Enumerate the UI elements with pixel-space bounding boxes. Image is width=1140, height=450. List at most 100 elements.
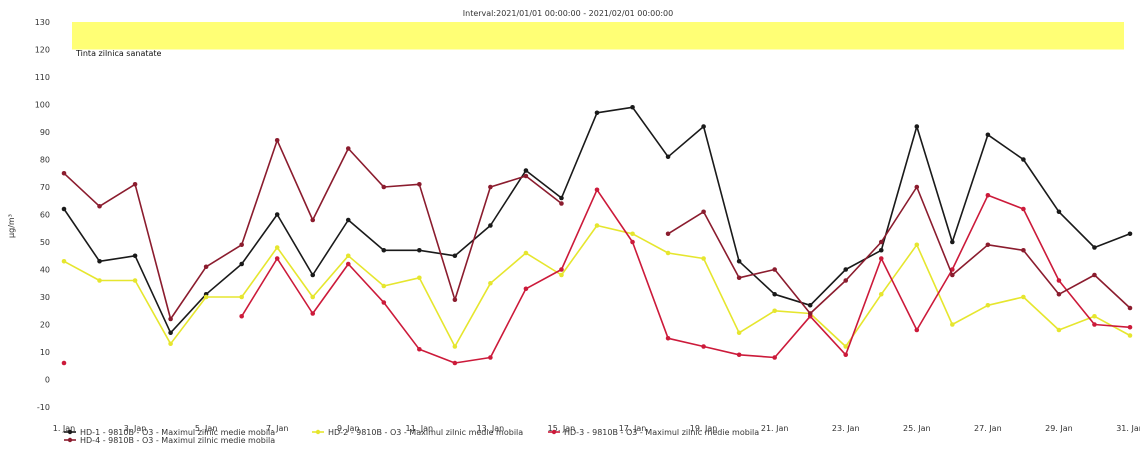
data-point bbox=[310, 311, 316, 316]
data-point bbox=[1056, 291, 1062, 297]
data-point bbox=[1092, 245, 1097, 250]
data-point bbox=[985, 302, 991, 308]
data-point bbox=[274, 137, 280, 143]
legend-entry: HD-1 - 9810B - O3 - Maximul zilnic medie… bbox=[80, 428, 275, 437]
y-tick-label: 110 bbox=[35, 73, 50, 82]
data-point bbox=[665, 154, 671, 160]
series-line bbox=[63, 139, 1131, 320]
data-point bbox=[701, 209, 706, 215]
x-tick-label: 7. Jan bbox=[266, 424, 289, 433]
series-group bbox=[61, 137, 1133, 322]
data-point bbox=[736, 258, 742, 264]
data-point bbox=[452, 297, 458, 303]
data-point bbox=[345, 146, 351, 151]
y-tick-label: 130 bbox=[35, 18, 50, 27]
data-point bbox=[239, 294, 244, 300]
data-point bbox=[168, 316, 173, 322]
chart-title: Interval:2021/01/01 00:00:00 - 2021/02/0… bbox=[463, 9, 673, 18]
data-point bbox=[1127, 324, 1133, 330]
x-tick-label: 19. Jan bbox=[690, 424, 718, 433]
data-point bbox=[523, 250, 529, 256]
data-point bbox=[1021, 294, 1026, 300]
data-point bbox=[878, 239, 884, 245]
data-point bbox=[274, 212, 280, 217]
x-tick-label: 29. Jan bbox=[1045, 424, 1073, 433]
data-point bbox=[914, 327, 920, 333]
data-point bbox=[345, 217, 351, 223]
target-band-label: Tinta zilnica sanatate bbox=[75, 49, 162, 58]
data-point bbox=[523, 168, 529, 173]
x-tick-label: 17. Jan bbox=[619, 424, 647, 433]
y-tick-label: -10 bbox=[37, 403, 50, 412]
data-point bbox=[843, 278, 849, 283]
x-tick-label: 15. Jan bbox=[548, 424, 576, 433]
legend-entry: HD-4 - 9810B - O3 - Maximul zilnic medie… bbox=[80, 436, 275, 445]
target-band bbox=[72, 22, 1124, 50]
data-point bbox=[488, 355, 493, 360]
data-point bbox=[488, 280, 493, 286]
data-point bbox=[772, 355, 777, 360]
data-point bbox=[559, 267, 564, 272]
data-point bbox=[1056, 278, 1062, 283]
y-tick-label: 50 bbox=[40, 238, 50, 247]
y-tick-label: 30 bbox=[40, 293, 50, 302]
data-point bbox=[61, 360, 67, 366]
data-point bbox=[843, 344, 849, 349]
data-point bbox=[736, 275, 742, 281]
data-point bbox=[1127, 333, 1133, 338]
data-point bbox=[950, 239, 955, 245]
data-point bbox=[878, 256, 884, 261]
data-point bbox=[559, 201, 564, 206]
data-point bbox=[310, 217, 316, 223]
data-point bbox=[274, 256, 280, 261]
x-tick-label: 21. Jan bbox=[761, 424, 789, 433]
data-point bbox=[274, 245, 280, 250]
data-point bbox=[630, 231, 635, 237]
data-point bbox=[203, 294, 209, 300]
y-tick-label: 40 bbox=[40, 266, 50, 275]
data-point bbox=[1092, 272, 1097, 278]
legend-entry: HD-2 - 9810B - O3 - Maximul zilnic medie… bbox=[328, 428, 523, 437]
series-group bbox=[61, 223, 1133, 349]
data-point bbox=[701, 344, 706, 349]
x-tick-label: 13. Jan bbox=[477, 424, 505, 433]
data-point bbox=[950, 322, 955, 327]
data-point bbox=[488, 223, 493, 228]
data-point bbox=[772, 308, 777, 314]
data-point bbox=[985, 192, 991, 198]
data-point bbox=[736, 330, 742, 336]
data-point bbox=[594, 187, 600, 193]
data-point bbox=[310, 294, 316, 300]
legend-marker bbox=[551, 429, 557, 435]
y-tick-label: 120 bbox=[35, 46, 50, 55]
x-tick-label: 3. Jan bbox=[124, 424, 147, 433]
data-point bbox=[239, 313, 244, 319]
data-point bbox=[132, 278, 138, 283]
data-point bbox=[381, 283, 387, 289]
legend-marker bbox=[67, 437, 73, 443]
data-point bbox=[345, 261, 351, 267]
data-point bbox=[1127, 231, 1133, 237]
data-point bbox=[1127, 305, 1133, 311]
y-tick-label: 0 bbox=[45, 376, 50, 385]
data-point bbox=[417, 247, 422, 253]
y-axis-label: µg/m³ bbox=[7, 214, 16, 238]
data-point bbox=[914, 124, 920, 129]
data-point bbox=[381, 300, 387, 305]
data-point bbox=[523, 173, 529, 179]
data-point bbox=[523, 286, 529, 292]
y-tick-label: 60 bbox=[40, 211, 50, 220]
series-line bbox=[63, 224, 1131, 348]
data-point bbox=[630, 239, 635, 245]
data-point bbox=[417, 275, 422, 281]
data-point bbox=[97, 203, 102, 209]
x-tick-label: 31. Jan bbox=[1116, 424, 1140, 433]
data-point bbox=[168, 330, 173, 336]
data-point bbox=[381, 184, 387, 190]
data-point bbox=[345, 253, 351, 259]
data-point bbox=[665, 231, 671, 237]
data-point bbox=[61, 258, 67, 264]
series-group bbox=[61, 104, 1133, 336]
